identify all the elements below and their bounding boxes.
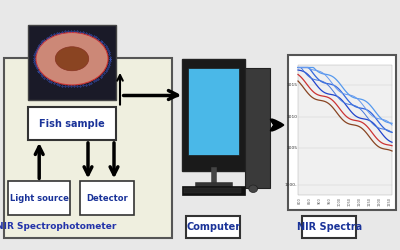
FancyBboxPatch shape [182, 186, 245, 195]
FancyBboxPatch shape [184, 188, 241, 192]
FancyBboxPatch shape [28, 108, 116, 140]
Text: 1100: 1100 [358, 198, 362, 206]
Text: 800: 800 [298, 198, 302, 204]
Ellipse shape [36, 32, 108, 85]
Text: Detector: Detector [86, 194, 128, 203]
Text: 1015: 1015 [286, 82, 297, 86]
Text: 1250: 1250 [388, 198, 392, 206]
FancyBboxPatch shape [186, 216, 240, 238]
FancyBboxPatch shape [182, 59, 245, 171]
FancyBboxPatch shape [245, 68, 270, 188]
Text: 850: 850 [308, 198, 312, 204]
Text: 900: 900 [318, 198, 322, 204]
FancyBboxPatch shape [302, 216, 356, 238]
Text: 950: 950 [328, 198, 332, 204]
FancyBboxPatch shape [28, 25, 116, 100]
FancyBboxPatch shape [4, 58, 172, 238]
Text: 1000-: 1000- [284, 182, 297, 186]
Text: NIR Spectra: NIR Spectra [297, 222, 362, 232]
Text: Light source: Light source [10, 194, 69, 203]
Text: NIR Spectrophotometer: NIR Spectrophotometer [0, 222, 116, 231]
Text: 1150: 1150 [368, 198, 372, 206]
FancyBboxPatch shape [80, 181, 134, 215]
Text: 1050: 1050 [348, 198, 352, 206]
FancyBboxPatch shape [188, 68, 239, 155]
Text: Computer: Computer [186, 222, 240, 232]
Text: 1200: 1200 [378, 198, 382, 206]
FancyBboxPatch shape [8, 181, 70, 215]
Text: 1000: 1000 [338, 198, 342, 206]
Text: 1005: 1005 [286, 146, 297, 150]
Text: 1010: 1010 [286, 115, 297, 119]
FancyBboxPatch shape [298, 65, 392, 195]
Ellipse shape [249, 185, 258, 192]
FancyBboxPatch shape [288, 55, 396, 210]
Text: Fish sample: Fish sample [39, 119, 105, 129]
Ellipse shape [55, 47, 89, 71]
